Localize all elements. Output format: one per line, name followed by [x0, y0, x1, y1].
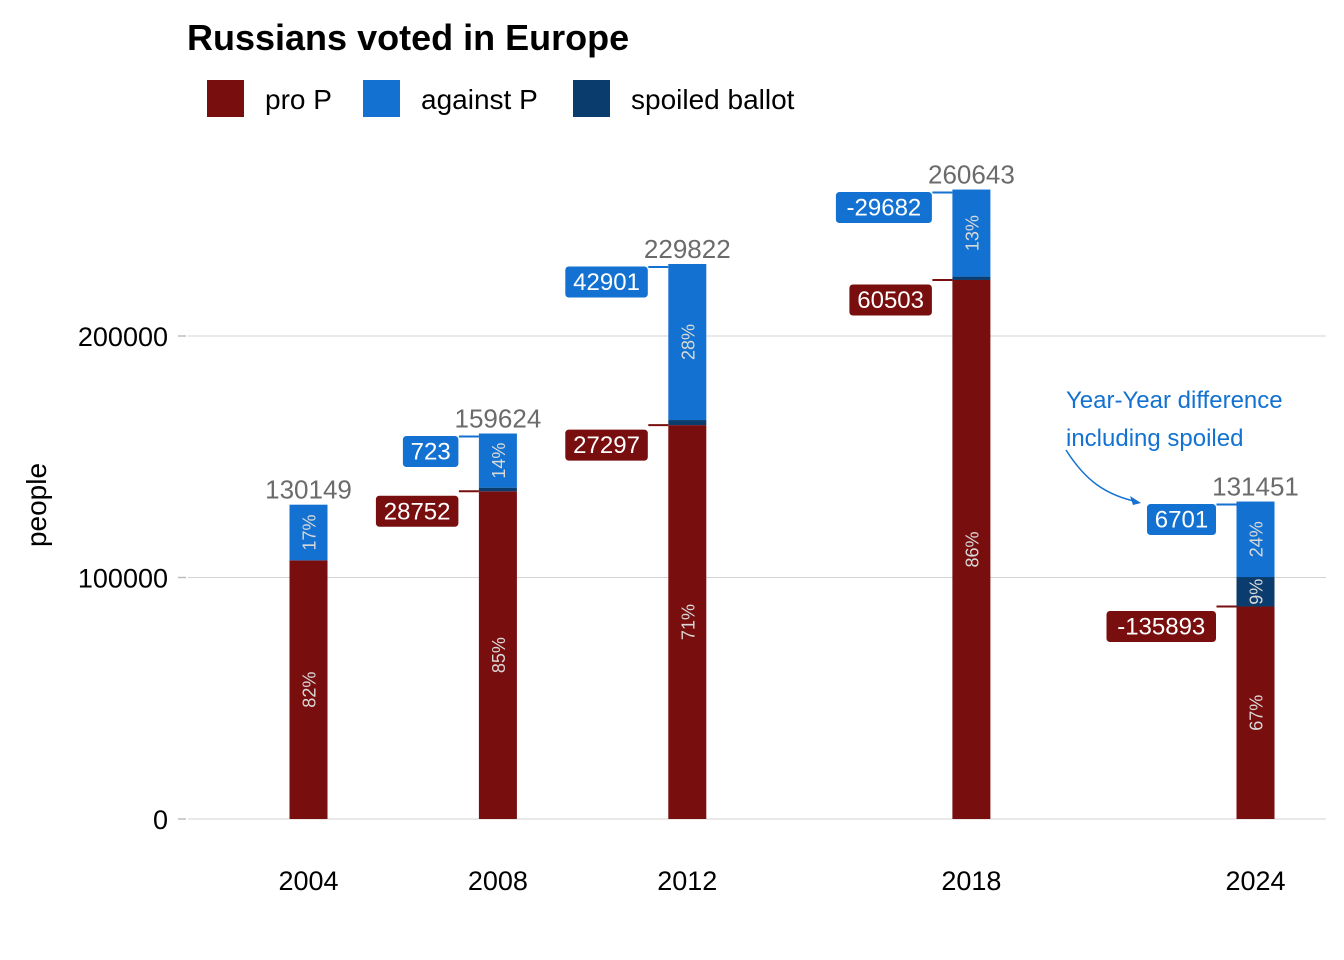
- diff-badge-pro-text: 28752: [384, 498, 451, 525]
- bar-pro: [289, 560, 328, 819]
- legend-label: spoiled ballot: [631, 84, 795, 115]
- diff-badge-against: [1146, 503, 1217, 537]
- pct-label-pro: 82%: [300, 672, 320, 708]
- pct-label-against: 17%: [300, 515, 320, 551]
- total-label: 229822: [644, 234, 731, 264]
- annotation-line-2: including spoiled: [1066, 425, 1243, 452]
- pct-label-pro: 67%: [1247, 695, 1267, 731]
- legend-swatch: [363, 80, 400, 117]
- bar-against: [478, 433, 517, 488]
- bar-spoiled: [1236, 577, 1275, 607]
- bar-pro: [478, 491, 517, 819]
- diff-badge-pro: [848, 283, 933, 317]
- bars: [289, 189, 1275, 819]
- labels: 130149 82% 17% 159624 85% 14% 723 28752 229822 71…: [265, 160, 1299, 731]
- diff-badge-pro-text: -135893: [1117, 613, 1205, 640]
- chart-title: Russians voted in Europe: [187, 17, 629, 58]
- x-tick-label: 2008: [468, 866, 528, 896]
- bar-spoiled: [952, 276, 991, 280]
- diff-badge-against-text: -29682: [847, 195, 922, 222]
- y-tick-label: 200000: [78, 322, 168, 352]
- pct-label-against: 24%: [1247, 521, 1267, 557]
- diff-badge-against: [401, 435, 460, 469]
- diff-badge-pro-text: 27297: [573, 432, 640, 459]
- legend: pro P against P spoiled ballot: [207, 80, 795, 117]
- bar-against: [668, 263, 707, 421]
- diff-badge-against-text: 6701: [1155, 507, 1208, 534]
- pct-label-pro: 71%: [678, 604, 698, 640]
- y-axis-ticks: 0 100000 200000: [78, 322, 186, 835]
- bar-spoiled: [478, 487, 517, 492]
- y-tick-label: 100000: [78, 564, 168, 594]
- x-tick-label: 2024: [1225, 866, 1285, 896]
- x-axis-ticks: 2004 2008 2012 2018 2024: [278, 866, 1285, 896]
- legend-label: against P: [421, 84, 538, 115]
- x-tick-label: 2018: [941, 866, 1001, 896]
- diff-badge-against: [834, 191, 933, 225]
- pct-label-against: 13%: [962, 215, 982, 251]
- pct-label-against: 14%: [489, 443, 509, 479]
- bar-pro: [952, 279, 991, 819]
- diff-badge-pro: [564, 428, 649, 462]
- bar-against: [1236, 501, 1275, 578]
- annotation: Year-Year difference including spoiled: [1065, 387, 1283, 505]
- x-tick-label: 2004: [278, 866, 338, 896]
- total-label: 159624: [455, 404, 542, 434]
- bar-spoiled: [668, 420, 707, 426]
- annotation-arrow: [1065, 449, 1139, 503]
- total-label: 131451: [1212, 472, 1299, 502]
- legend-label: pro P: [265, 84, 332, 115]
- legend-swatch: [573, 80, 610, 117]
- diff-badge-pro: [1105, 609, 1217, 643]
- annotation-arrowhead: [1130, 496, 1141, 505]
- diff-badge-pro: [374, 494, 460, 528]
- total-label: 260643: [928, 160, 1015, 190]
- pct-label-pro: 85%: [489, 637, 509, 673]
- bar-pro: [668, 425, 707, 819]
- pct-label-spoiled: 9%: [1247, 579, 1267, 605]
- diff-badge-against: [564, 265, 649, 299]
- legend-swatch: [207, 80, 244, 117]
- diff-badge-against-text: 723: [411, 439, 451, 466]
- pct-label-against: 28%: [678, 324, 698, 360]
- pct-label-pro: 86%: [962, 531, 982, 567]
- bar-against: [952, 189, 991, 277]
- total-label: 130149: [265, 475, 352, 505]
- y-axis-label: people: [21, 463, 52, 547]
- bar-against: [289, 504, 328, 561]
- annotation-line-1: Year-Year difference: [1066, 387, 1283, 414]
- diff-badge-against-text: 42901: [573, 269, 640, 296]
- gridlines: [188, 335, 1326, 820]
- diff-badge-pro-text: 60503: [857, 287, 924, 314]
- y-tick-label: 0: [153, 805, 168, 835]
- bar-pro: [1236, 606, 1275, 819]
- x-tick-label: 2012: [657, 866, 717, 896]
